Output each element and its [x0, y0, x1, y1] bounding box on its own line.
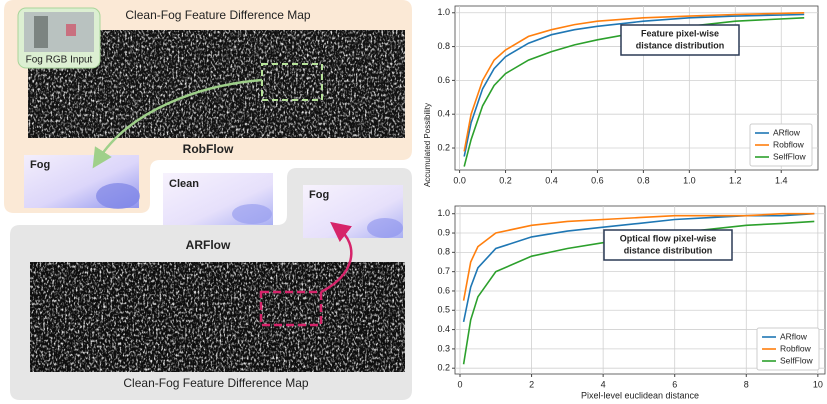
- x-tick-label: 0.4: [545, 175, 558, 185]
- method-label: ARFlow: [186, 238, 231, 252]
- x-tick-label: 2: [529, 379, 534, 389]
- y-tick-label: 0.9: [437, 227, 450, 237]
- y-tick-label: 0.4: [437, 109, 450, 119]
- x-tick-label: 0.6: [591, 175, 604, 185]
- y-tick-label: 0.6: [437, 75, 450, 85]
- x-tick-label: 10: [813, 379, 823, 389]
- y-tick-label: 0.3: [437, 343, 450, 353]
- y-tick-label: 0.2: [437, 142, 450, 152]
- annotation: distance distribution: [624, 245, 713, 255]
- figure: Fog RGB Input Clean-Fog Feature Differen…: [0, 0, 827, 404]
- x-tick-label: 6: [672, 379, 677, 389]
- flow-image-detail: [367, 218, 403, 238]
- map-title: Clean-Fog Feature Difference Map: [125, 8, 311, 22]
- y-tick-label: 0.8: [437, 41, 450, 51]
- image-label: Fog: [30, 159, 50, 171]
- y-tick-label: 0.5: [437, 305, 450, 315]
- y-axis-label: Accumulated Possibility: [423, 103, 432, 187]
- page: {"left_panel": { "top_map_title": "Clean…: [0, 0, 827, 404]
- annotation: Optical flow pixel-wise: [620, 233, 717, 243]
- feature-map-texture: [30, 262, 405, 372]
- y-tick-label: 0.2: [437, 363, 450, 373]
- flow-image-detail: [96, 183, 140, 209]
- image-label: Clean: [169, 178, 199, 190]
- y-tick-label: 1.0: [437, 7, 450, 17]
- x-axis-label: Pixel-level euclidean distance: [581, 390, 699, 400]
- y-tick-label: 0.7: [437, 266, 450, 276]
- x-tick-label: 0.2: [499, 175, 512, 185]
- y-tick-label: 0.6: [437, 285, 450, 295]
- x-tick-label: 0.0: [453, 175, 466, 185]
- legend-label: ARflow: [780, 331, 808, 341]
- x-tick-label: 1.4: [775, 175, 788, 185]
- y-tick-label: 1.0: [437, 208, 450, 218]
- x-tick-label: 1.2: [729, 175, 742, 185]
- legend-label: ARflow: [773, 127, 801, 137]
- annotation: distance distribution: [636, 40, 725, 50]
- x-tick-label: 0.8: [637, 175, 650, 185]
- y-tick-label: 0.8: [437, 247, 450, 257]
- x-tick-label: 8: [744, 379, 749, 389]
- annotation: Feature pixel-wise: [641, 28, 719, 38]
- method-label: RobFlow: [183, 142, 234, 156]
- x-tick-label: 0: [458, 379, 463, 389]
- x-tick-label: 1.0: [683, 175, 696, 185]
- image-label: Fog: [309, 189, 329, 201]
- legend-label: SelfFlow: [773, 151, 806, 161]
- flow-image-detail: [232, 204, 272, 224]
- legend-label: Robflow: [773, 139, 805, 149]
- legend-label: Robflow: [780, 343, 812, 353]
- fog-rgb-image-detail: [34, 16, 48, 48]
- fog-rgb-image-detail: [66, 24, 76, 36]
- map-title: Clean-Fog Feature Difference Map: [123, 376, 309, 390]
- legend-label: SelfFlow: [780, 355, 813, 365]
- x-tick-label: 4: [601, 379, 606, 389]
- y-tick-label: 0.4: [437, 324, 450, 334]
- fog-rgb-label: Fog RGB Input: [26, 55, 93, 66]
